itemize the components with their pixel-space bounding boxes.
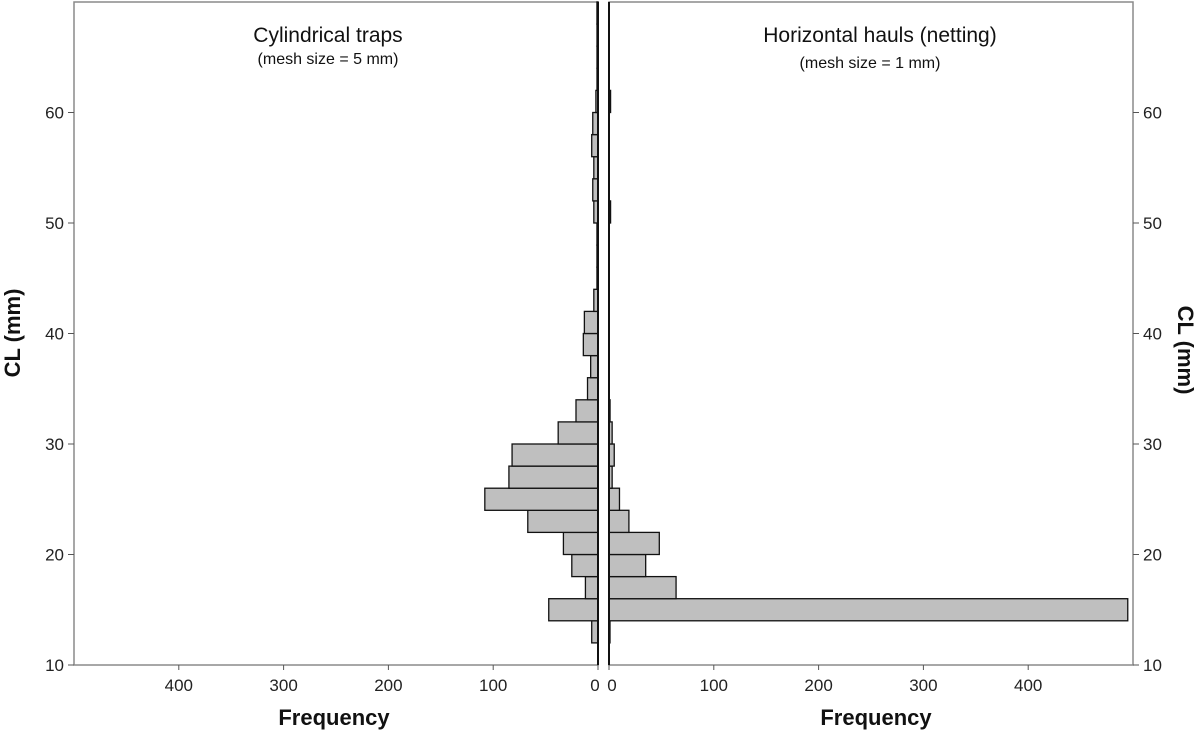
right-bar-6: [608, 487, 621, 511]
x-tick-label-left: 300: [269, 676, 297, 695]
y-tick-label-right: 20: [1143, 546, 1162, 565]
y-tick-label-left: 40: [45, 325, 64, 344]
y-axis-title-left: CL (mm): [0, 289, 25, 378]
left-bar-7: [508, 465, 599, 489]
y-tick-label-right: 40: [1143, 325, 1162, 344]
x-axis-title-left: Frequency: [278, 705, 390, 730]
x-tick-label-left: 400: [165, 676, 193, 695]
right-y-axis: 10 20 30 40 50 60: [1133, 104, 1162, 675]
left-bar-4: [562, 531, 599, 556]
y-tick-label-left: 30: [45, 435, 64, 454]
right-panel-title: Horizontal hauls (netting): [763, 24, 996, 47]
x-tick-label-left: 0: [590, 676, 599, 695]
y-tick-label-left: 10: [45, 656, 64, 675]
left-bar-11: [586, 377, 599, 401]
right-bar-2: [608, 575, 677, 600]
right-x-axis: 0 100 200 300 400: [607, 665, 1042, 695]
y-tick-label-left: 20: [45, 546, 64, 565]
y-tick-label-right: 50: [1143, 214, 1162, 233]
x-tick-label-right: 300: [909, 676, 937, 695]
left-bar-14: [583, 310, 599, 335]
right-panel-subtitle: (mesh size = 1 mm): [800, 55, 941, 72]
y-tick-label-left: 50: [45, 214, 64, 233]
y-tick-label-right: 10: [1143, 656, 1162, 675]
left-bar-9: [557, 421, 599, 445]
left-x-axis: 0 100 200 300 400: [165, 665, 600, 695]
y-tick-label-right: 30: [1143, 435, 1162, 454]
left-panel-title: Cylindrical traps: [253, 24, 402, 47]
left-panel-bars: [484, 1, 599, 644]
x-tick-label-right: 100: [700, 676, 728, 695]
left-bar-10: [575, 399, 599, 423]
x-tick-label-left: 100: [479, 676, 507, 695]
left-bar-13: [582, 332, 599, 357]
x-tick-label-right: 0: [607, 676, 616, 695]
left-bar-2: [584, 575, 599, 600]
right-panel-frame: [608, 1, 1134, 666]
right-bar-3: [608, 553, 647, 578]
left-y-axis: 10 20 30 40 50 60: [45, 104, 74, 675]
left-panel-frame: [73, 1, 599, 666]
x-tick-label-left: 200: [374, 676, 402, 695]
x-axis-title-right: Frequency: [820, 705, 932, 730]
left-bar-5: [527, 509, 599, 534]
right-bar-5: [608, 509, 630, 534]
right-panel-bars: [608, 89, 1129, 644]
left-bar-12: [590, 354, 599, 379]
left-bar-6: [484, 487, 599, 511]
left-bar-1: [548, 598, 599, 622]
y-axis-title-right: CL (mm): [1173, 306, 1198, 395]
y-tick-label-left: 60: [45, 104, 64, 123]
right-bar-1: [608, 598, 1129, 622]
left-bar-3: [571, 553, 599, 578]
right-bar-4: [608, 531, 660, 556]
left-bar-8: [511, 443, 599, 467]
y-tick-label-right: 60: [1143, 104, 1162, 123]
x-tick-label-right: 200: [804, 676, 832, 695]
x-tick-label-right: 400: [1014, 676, 1042, 695]
left-panel-subtitle: (mesh size = 5 mm): [258, 51, 399, 68]
